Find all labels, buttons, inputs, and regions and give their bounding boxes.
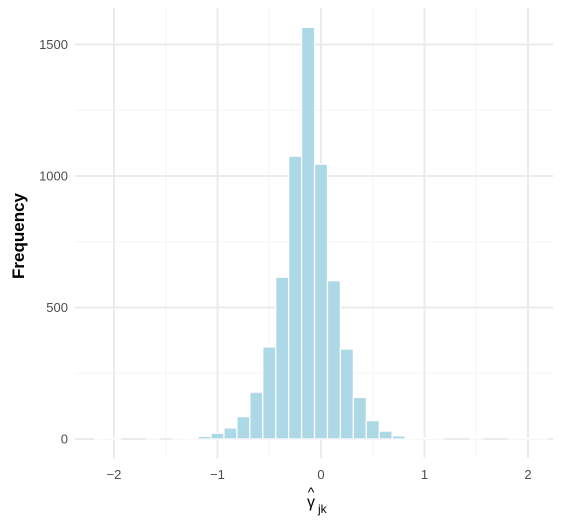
histogram-bar (275, 276, 290, 440)
histogram-bar (313, 163, 329, 440)
y-tick-label: 1000 (39, 169, 68, 184)
histogram-bar (262, 346, 277, 440)
x-axis-title-subscript: jk (317, 502, 328, 516)
histogram-bar (300, 26, 316, 440)
histogram-bar (417, 437, 432, 440)
histogram-bar (288, 155, 303, 440)
x-tick-label: −2 (107, 467, 122, 482)
histogram-bar (197, 435, 212, 440)
histogram-bar (339, 348, 354, 440)
histogram-bar (326, 280, 342, 440)
histogram-bar (210, 432, 225, 440)
x-axis-title: ^ γ jk (307, 484, 328, 516)
histogram-bar (93, 437, 109, 440)
y-tick-label: 500 (46, 300, 68, 315)
x-tick-label: 1 (421, 467, 428, 482)
histogram-bars (93, 26, 549, 440)
x-tick-label: 2 (524, 467, 531, 482)
y-axis-tick-labels: 0 500 1000 1500 (39, 37, 68, 447)
histogram-bar (352, 396, 367, 440)
y-axis-title: Frequency (9, 192, 28, 279)
histogram-bar (365, 419, 380, 440)
histogram-bar (378, 430, 393, 440)
x-axis-title-symbol: γ (307, 494, 315, 511)
histogram-bar (520, 437, 536, 440)
x-tick-label: 0 (317, 467, 324, 482)
x-axis-tick-labels: −2 −1 0 1 2 (107, 467, 532, 482)
histogram-bar (391, 435, 406, 440)
histogram-bar (236, 416, 251, 440)
x-tick-label: −1 (210, 467, 225, 482)
histogram-bar (249, 391, 264, 440)
y-tick-label: 1500 (39, 37, 68, 52)
histogram-bar (404, 437, 419, 440)
x-axis-title-hat: ^ (308, 484, 315, 500)
histogram-bar (184, 437, 199, 440)
histogram-bar (223, 427, 238, 440)
y-tick-label: 0 (61, 432, 68, 447)
